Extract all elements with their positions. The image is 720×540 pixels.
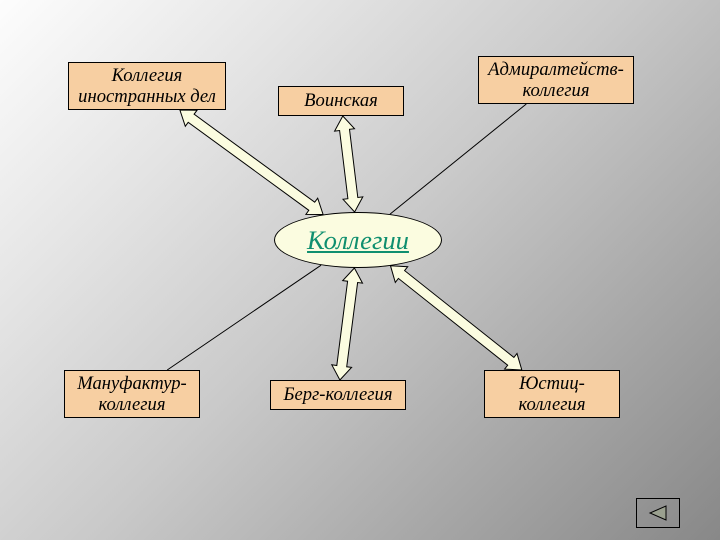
double-arrow — [332, 268, 363, 380]
connector-line — [390, 104, 526, 214]
box-label: Воинская — [304, 90, 378, 111]
box-label: Адмиралтейств-коллегия — [483, 59, 629, 102]
slide: Коллегии Коллегия иностранных дел Воинск… — [0, 0, 720, 540]
box-label: Мануфактур-коллегия — [69, 373, 195, 416]
connector-line — [167, 265, 321, 370]
prev-slide-button[interactable] — [636, 498, 680, 528]
box-berg: Берг-коллегия — [270, 380, 406, 410]
triangle-left-icon — [648, 505, 668, 521]
double-arrow — [391, 266, 522, 370]
central-label: Коллегии — [307, 225, 409, 256]
box-manufact: Мануфактур-коллегия — [64, 370, 200, 418]
box-label: Юстиц-коллегия — [489, 373, 615, 416]
central-node: Коллегии — [274, 212, 442, 268]
double-arrow — [335, 116, 363, 212]
box-label: Берг-коллегия — [283, 384, 392, 405]
box-label: Коллегия иностранных дел — [73, 65, 221, 108]
box-admiralty: Адмиралтейств-коллегия — [478, 56, 634, 104]
box-military: Воинская — [278, 86, 404, 116]
box-justice: Юстиц-коллегия — [484, 370, 620, 418]
double-arrow — [180, 110, 323, 215]
box-foreign: Коллегия иностранных дел — [68, 62, 226, 110]
